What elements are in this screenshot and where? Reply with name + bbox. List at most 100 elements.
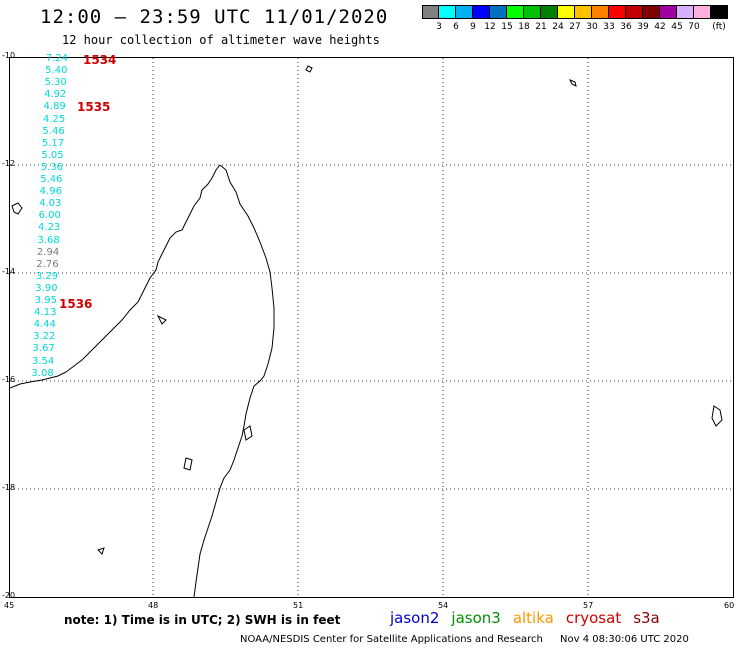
scale-label: 3 xyxy=(436,22,442,32)
wave-height-value: 4.44 xyxy=(33,319,56,331)
y-tick-label: -20 xyxy=(2,591,16,600)
scale-swatch xyxy=(711,5,728,19)
scale-label: 33 xyxy=(603,22,615,32)
scale-label: 42 xyxy=(654,22,666,32)
y-tick-label: -16 xyxy=(2,375,16,384)
wave-height-value: 2.76 xyxy=(36,258,59,270)
scale-label: 27 xyxy=(569,22,581,32)
y-tick-label: -14 xyxy=(2,267,16,276)
scale-swatch xyxy=(456,5,473,19)
credit-line: NOAA/NESDIS Center for Satellite Applica… xyxy=(240,634,543,645)
units-note: note: 1) Time is in UTC; 2) SWH is in fe… xyxy=(64,613,341,627)
scale-swatch xyxy=(643,5,660,19)
wave-height-value: 3.29 xyxy=(35,270,59,282)
scale-label: 36 xyxy=(620,22,632,32)
wave-height-value: 4.25 xyxy=(42,113,66,125)
wave-height-value: 3.08 xyxy=(31,367,54,379)
pass-label: 1534 xyxy=(83,53,117,67)
wave-height-value: 7.24 xyxy=(45,53,68,64)
wave-height-value: 3.95 xyxy=(34,295,57,306)
scale-swatch xyxy=(524,5,541,19)
color-scale-swatches xyxy=(422,5,728,19)
wave-height-value: 4.13 xyxy=(34,307,57,319)
scale-swatch xyxy=(490,5,507,19)
madagascar-west-coastline xyxy=(10,164,221,389)
pass-label: 1535 xyxy=(77,100,111,114)
scale-label: (ft) xyxy=(712,22,726,32)
scale-label: 12 xyxy=(484,22,496,32)
satellite-legend-altika: altika xyxy=(512,609,554,627)
x-tick-label: 48 xyxy=(148,601,159,610)
scale-swatch xyxy=(694,5,711,19)
wave-height-value: 4.03 xyxy=(39,198,62,210)
map-canvas xyxy=(10,58,733,597)
wave-height-color-scale: 3 6 9 12 15 18 21 24 27 30 33 36 39 42 45 70 (ft) xyxy=(422,5,728,35)
color-scale-labels: 3 6 9 12 15 18 21 24 27 30 33 36 39 42 45 70 (ft) xyxy=(422,19,728,33)
y-tick-label: -12 xyxy=(2,159,16,168)
map-subtitle: 12 hour collection of altimeter wave hei… xyxy=(62,33,380,47)
scale-label: 15 xyxy=(501,22,513,32)
wave-height-value: 3.67 xyxy=(32,343,55,355)
madagascar-coastline xyxy=(193,164,275,597)
x-tick-label: 45 xyxy=(4,601,15,610)
pass-label: 1536 xyxy=(59,297,93,311)
wave-height-value: 5.17 xyxy=(41,137,65,149)
scale-label: 39 xyxy=(637,22,649,32)
scale-label: 18 xyxy=(518,22,530,32)
wave-height-value: 4.92 xyxy=(44,89,67,101)
footer: NOAA/NESDIS Center for Satellite Applica… xyxy=(240,634,689,645)
coastline xyxy=(10,65,723,597)
wave-height-value: 5.05 xyxy=(41,149,64,161)
scale-swatch xyxy=(541,5,558,19)
scale-swatch xyxy=(626,5,643,19)
northwest-islands xyxy=(11,202,23,215)
scale-swatch xyxy=(439,5,456,19)
scale-label: 9 xyxy=(470,22,476,32)
wave-height-value: 3.68 xyxy=(37,234,60,246)
y-tick-label: -10 xyxy=(2,51,16,60)
scale-label: 21 xyxy=(535,22,547,32)
x-tick-label: 54 xyxy=(438,601,449,610)
scale-swatch xyxy=(592,5,609,19)
generated-timestamp: Nov 4 08:30:06 UTC 2020 xyxy=(560,634,689,645)
scale-swatch xyxy=(575,5,592,19)
scale-swatch xyxy=(422,5,439,19)
x-tick-label: 51 xyxy=(293,601,304,610)
wave-height-value: 3.54 xyxy=(31,355,55,367)
wave-height-value: 3.22 xyxy=(33,331,56,343)
mauritius-island xyxy=(711,405,723,427)
scale-swatch xyxy=(677,5,694,19)
wave-height-value: 5.36 xyxy=(40,161,64,173)
wave-height-value: 4.89 xyxy=(43,101,66,113)
wave-height-value: 2.94 xyxy=(36,246,60,258)
satellite-legend-jason3: jason3 xyxy=(451,609,501,627)
wave-height-value: 4.96 xyxy=(39,186,62,198)
wave-height-value: 6.00 xyxy=(38,210,61,222)
satellite-legend: jason2 jason3 altika cryosat s3a xyxy=(390,609,672,627)
satellite-legend-cryosat: cryosat xyxy=(565,609,622,627)
scale-swatch xyxy=(609,5,626,19)
wave-height-value: 4.23 xyxy=(38,222,61,234)
y-tick-label: -18 xyxy=(2,483,16,492)
scale-swatch xyxy=(660,5,677,19)
scale-label: 45 xyxy=(671,22,683,32)
wave-height-value: 5.46 xyxy=(40,174,63,185)
scale-swatch xyxy=(473,5,490,19)
x-tick-label: 60 xyxy=(724,601,735,610)
map-panel: -10 -12 -14 -16 -18 -20 45 48 51 54 57 6… xyxy=(2,51,734,610)
satellite-legend-s3a: s3a xyxy=(633,609,660,627)
map-title: 12:00 – 23:59 UTC 11/01/2020 xyxy=(40,6,389,28)
wave-height-value: 3.90 xyxy=(35,282,58,294)
scale-label: 30 xyxy=(586,22,598,32)
wave-height-value: 5.46 xyxy=(42,125,65,137)
scale-swatch xyxy=(558,5,575,19)
satellite-legend-jason2: jason2 xyxy=(390,609,440,627)
x-tick-label: 57 xyxy=(583,601,594,610)
scale-label: 24 xyxy=(552,22,564,32)
wave-height-value: 5.30 xyxy=(44,77,67,89)
scale-label: 6 xyxy=(453,22,459,32)
scale-label: 70 xyxy=(688,22,700,32)
wave-height-value: 5.40 xyxy=(45,65,68,77)
scale-swatch xyxy=(507,5,524,19)
graticule xyxy=(10,58,733,597)
